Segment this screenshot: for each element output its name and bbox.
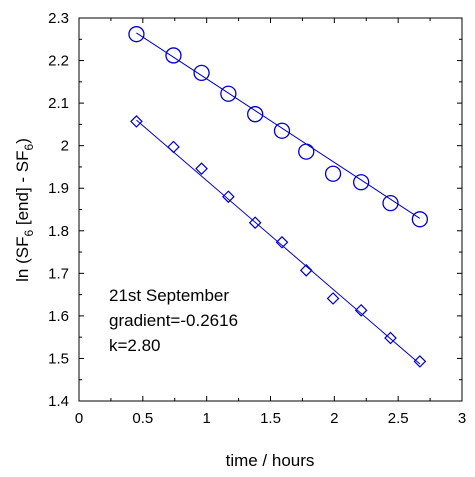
y-axis-title: ln (SF6 [end] - SF6) [13,138,36,282]
y-tick-label: 1.9 [48,180,69,197]
diamond-marker [248,216,262,230]
x-axis-ticks: 0 0.5 1 1.5 2 2.5 3 [75,18,466,427]
circle-marker [128,26,145,43]
diamond-marker [413,355,427,368]
diamond-marker [222,190,235,204]
annotation-date: 21st September [109,286,229,305]
circle-marker [411,211,429,228]
y-tick-label: 2.1 [48,95,69,112]
annotation-gradient: gradient=-0.2616 [109,311,238,330]
circle-marker [247,106,264,123]
circle-marker [298,143,315,160]
y-axis-ticks: 1.4 1.5 1.6 1.7 1.8 1.9 2 2.1 2.2 2.3 [48,10,462,410]
diamond-marker [195,162,208,175]
fit-line-circle [136,32,421,219]
y-tick-label: 1.7 [48,265,69,282]
data-markers [128,26,429,368]
diamond-marker [384,331,397,345]
x-tick-label: 3 [458,410,466,427]
circle-marker [193,64,210,82]
x-tick-label: 0.5 [132,410,153,427]
y-tick-label: 1.5 [48,350,69,367]
x-axis-title: time / hours [226,451,315,470]
fit-line-diamond [136,119,421,365]
circle-marker [352,174,370,191]
annotation-k: k=2.80 [109,336,161,355]
circle-marker [273,122,291,139]
diamond-marker [326,292,340,305]
y-tick-label: 1.8 [48,223,69,240]
diamond-marker [167,140,180,154]
x-tick-label: 2.5 [388,410,409,427]
y-tick-label: 2.2 [48,53,69,70]
x-tick-label: 1 [202,410,210,427]
circle-marker [324,165,342,182]
diamond-marker [299,264,313,277]
fit-lines [136,32,421,365]
y-tick-label: 2.3 [48,10,69,27]
circle-marker [220,85,237,102]
diamond-marker [275,235,289,249]
diamond-marker [130,115,143,128]
circle-marker [165,47,182,64]
circle-marker [382,194,399,212]
y-tick-label: 1.6 [48,308,69,325]
diamond-marker [354,304,368,317]
x-tick-label: 1.5 [260,410,281,427]
x-tick-label: 0 [75,410,83,427]
x-tick-label: 2 [330,410,338,427]
y-tick-label: 1.4 [48,393,69,410]
y-tick-label: 2 [61,138,69,155]
